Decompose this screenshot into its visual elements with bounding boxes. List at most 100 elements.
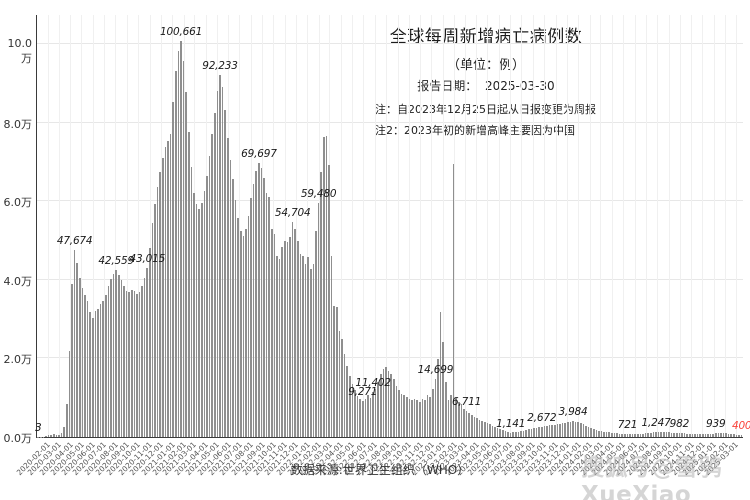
vertical-gridline bbox=[318, 15, 320, 437]
bar bbox=[553, 424, 556, 437]
vertical-gridline bbox=[408, 15, 410, 437]
bar bbox=[322, 137, 325, 437]
bar bbox=[356, 395, 359, 437]
bar bbox=[564, 422, 566, 437]
bar bbox=[146, 267, 149, 437]
bar bbox=[468, 412, 470, 437]
bar bbox=[193, 192, 195, 437]
y-axis-tick-label: 2.0万 bbox=[3, 353, 33, 367]
vertical-gridline bbox=[205, 15, 207, 437]
bar bbox=[486, 423, 489, 437]
vertical-gridline bbox=[420, 15, 422, 437]
vertical-gridline bbox=[657, 15, 659, 437]
vertical-gridline bbox=[735, 15, 737, 437]
bar bbox=[76, 262, 78, 437]
bar bbox=[463, 408, 465, 437]
bar bbox=[374, 388, 377, 437]
bar bbox=[515, 431, 517, 437]
chart-notes: 注：自2023年12月25日起从日报变更为周报 注2：2023年初的新增高峰主要… bbox=[375, 99, 596, 141]
bar bbox=[522, 430, 525, 437]
bar bbox=[260, 167, 263, 437]
bar bbox=[73, 249, 76, 437]
bar bbox=[286, 241, 289, 437]
bar bbox=[473, 416, 476, 437]
bar bbox=[107, 286, 110, 437]
bar bbox=[45, 435, 47, 437]
bar bbox=[359, 399, 361, 437]
data-label: 6,711 bbox=[452, 395, 482, 408]
bar bbox=[657, 431, 660, 437]
bar bbox=[312, 263, 315, 437]
bar bbox=[343, 354, 346, 437]
y-axis-tick-label: 0.0万 bbox=[3, 432, 33, 445]
vertical-gridline bbox=[115, 15, 117, 437]
vertical-gridline bbox=[81, 15, 83, 437]
bar bbox=[208, 156, 211, 437]
vertical-gridline bbox=[679, 15, 681, 437]
bar bbox=[271, 228, 273, 437]
chart-subtitle: （单位：例） bbox=[446, 58, 525, 73]
bar bbox=[561, 423, 564, 437]
bar bbox=[408, 398, 411, 437]
bar bbox=[504, 431, 507, 437]
report-date-value: 2025-03-30 bbox=[484, 79, 555, 93]
bar bbox=[250, 198, 252, 437]
bar bbox=[110, 279, 112, 437]
bar bbox=[530, 428, 533, 437]
bar bbox=[390, 373, 393, 437]
bar bbox=[595, 429, 598, 437]
bar bbox=[198, 208, 200, 437]
bar bbox=[385, 367, 387, 437]
bar bbox=[709, 433, 712, 437]
data-label: 69,697 bbox=[241, 148, 277, 161]
bar bbox=[637, 434, 639, 437]
bar bbox=[333, 305, 335, 437]
bar bbox=[434, 379, 437, 437]
vertical-gridline bbox=[578, 15, 580, 437]
bar bbox=[211, 134, 213, 437]
vertical-gridline bbox=[92, 15, 94, 437]
vertical-gridline bbox=[725, 15, 727, 437]
data-label: 982 bbox=[669, 418, 690, 431]
bar bbox=[605, 432, 608, 437]
bar bbox=[130, 290, 133, 437]
bar bbox=[200, 202, 203, 437]
data-label: 9,271 bbox=[348, 385, 378, 398]
bar bbox=[426, 395, 429, 437]
bar bbox=[424, 400, 426, 437]
data-label: 92,233 bbox=[202, 59, 238, 72]
bar bbox=[507, 431, 509, 437]
bar bbox=[299, 253, 302, 437]
data-label: 59,480 bbox=[300, 188, 337, 201]
bar bbox=[372, 392, 374, 437]
bar bbox=[377, 381, 380, 437]
bar bbox=[304, 263, 307, 437]
bar bbox=[455, 397, 457, 437]
bar bbox=[115, 269, 117, 437]
bar bbox=[330, 255, 333, 437]
bar bbox=[660, 431, 662, 437]
bar bbox=[136, 294, 138, 437]
bar bbox=[512, 432, 515, 437]
vertical-gridline bbox=[589, 15, 591, 437]
bar bbox=[476, 418, 478, 437]
bar bbox=[740, 435, 743, 437]
note-2: 注2：2023年初的新增高峰主要因为中国 bbox=[375, 124, 575, 137]
bar bbox=[393, 378, 395, 437]
bar bbox=[421, 398, 424, 437]
bar bbox=[406, 396, 408, 437]
vertical-gridline bbox=[239, 15, 241, 437]
vertical-gridline bbox=[103, 15, 105, 437]
vertical-gridline bbox=[464, 15, 466, 437]
bar bbox=[600, 431, 603, 437]
bar bbox=[663, 431, 665, 437]
vertical-gridline bbox=[498, 15, 500, 437]
bar bbox=[47, 435, 50, 437]
bar bbox=[694, 433, 696, 437]
bar bbox=[538, 426, 540, 437]
vertical-gridline bbox=[126, 15, 128, 437]
bar bbox=[665, 432, 668, 437]
bar bbox=[624, 434, 626, 437]
bar bbox=[175, 71, 177, 437]
bar bbox=[678, 433, 681, 437]
